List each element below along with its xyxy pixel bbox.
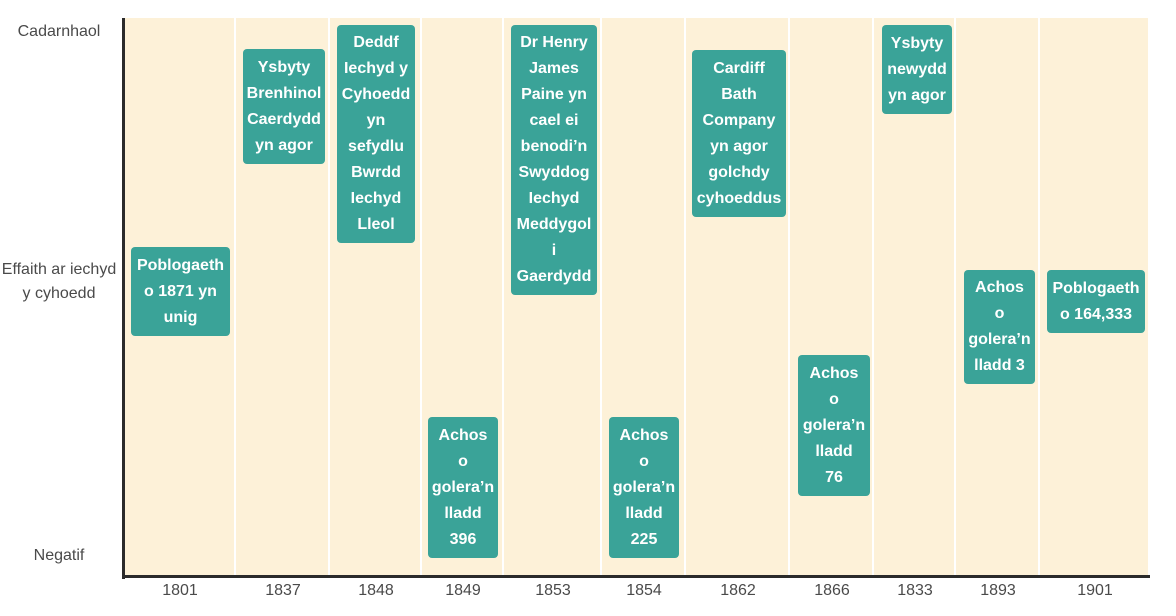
event-card-label: Poblogaeth o 1871 yn unig bbox=[136, 256, 225, 326]
event-card-label: Achos o golera’n lladd 3 bbox=[968, 279, 1031, 374]
event-card: Deddf Iechyd y Cyhoedd yn sefydlu Bwrdd Iechyd… bbox=[337, 25, 415, 243]
x-tick-label: 1848 bbox=[358, 582, 394, 599]
x-tick-label: 1833 bbox=[897, 582, 933, 599]
x-tick-label: 1866 bbox=[814, 582, 850, 599]
event-card-label: Deddf Iechyd y Cyhoedd yn sefydlu Bwrdd Iechyd… bbox=[341, 34, 411, 233]
x-tick-label: 1801 bbox=[162, 582, 198, 599]
x-tick-label: 1862 bbox=[720, 582, 756, 599]
event-card: Dr Henry James Paine yn cael ei benodi’n Swyd… bbox=[511, 25, 597, 295]
x-tick-label: 1853 bbox=[535, 582, 571, 599]
y-label-neutral: Effaith ar iechyd y cyhoedd bbox=[1, 261, 117, 302]
event-card-label: Ysbyty newydd yn agor bbox=[887, 34, 947, 104]
event-card: Poblogaeth o 1871 yn unig bbox=[131, 247, 230, 336]
event-card: Cardiff Bath Company yn agor golchdy cyhoeddu… bbox=[692, 50, 786, 217]
x-tick-label: 1854 bbox=[626, 582, 662, 599]
y-label-negative: Negatif bbox=[33, 547, 85, 564]
event-card: Achos o golera’n lladd 225 bbox=[609, 417, 679, 558]
x-tick-label: 1849 bbox=[445, 582, 481, 599]
event-card: Achos o golera’n lladd 76 bbox=[798, 355, 870, 496]
event-card: Ysbyty newydd yn agor bbox=[882, 25, 952, 114]
event-card-label: Dr Henry James Paine yn cael ei benodi’n Swyd… bbox=[516, 34, 592, 285]
event-card: Poblogaeth o 164,333 bbox=[1047, 270, 1145, 333]
event-card-label: Cardiff Bath Company yn agor golchdy cyhoeddu… bbox=[696, 59, 782, 207]
event-card-label: Ysbyty Brenhinol Caerdydd yn agor bbox=[246, 58, 322, 154]
event-card-label: Achos o golera’n lladd 225 bbox=[612, 426, 676, 548]
event-card-label: Achos o golera’n lladd 396 bbox=[431, 426, 495, 548]
x-tick-label: 1893 bbox=[980, 582, 1016, 599]
x-axis-line bbox=[122, 575, 1150, 578]
y-axis-line bbox=[122, 18, 125, 579]
event-card: Ysbyty Brenhinol Caerdydd yn agor bbox=[243, 49, 325, 164]
event-card: Achos o golera’n lladd 3 bbox=[964, 270, 1035, 384]
y-label-positive: Cadarnhaol bbox=[17, 23, 101, 40]
x-tick-label: 1837 bbox=[265, 582, 301, 599]
x-tick-label: 1901 bbox=[1077, 582, 1113, 599]
event-card: Achos o golera’n lladd 396 bbox=[428, 417, 498, 558]
event-card-label: Achos o golera’n lladd 76 bbox=[802, 364, 866, 486]
event-card-label: Poblogaeth o 164,333 bbox=[1052, 279, 1140, 323]
